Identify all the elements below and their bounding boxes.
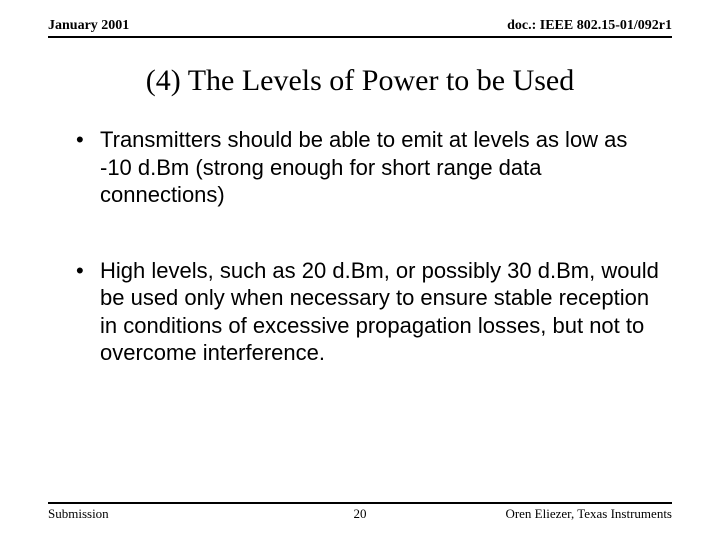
bullet-item: Transmitters should be able to emit at l… xyxy=(76,126,662,209)
bullet-item: High levels, such as 20 d.Bm, or possibl… xyxy=(76,257,662,367)
bullet-text-prefix: High levels, such as 20 d.Bm, or possibl… xyxy=(100,258,659,338)
bullet-text: Transmitters should be able to emit at l… xyxy=(100,127,627,207)
slide-page: January 2001 doc.: IEEE 802.15-01/092r1 … xyxy=(0,0,720,540)
footer-page-number: 20 xyxy=(48,506,672,522)
header-date: January 2001 xyxy=(48,18,129,34)
header-bar: January 2001 doc.: IEEE 802.15-01/092r1 xyxy=(48,18,672,38)
header-docref: doc.: IEEE 802.15-01/092r1 xyxy=(507,18,672,34)
slide-body: Transmitters should be able to emit at l… xyxy=(48,126,672,367)
slide-title: (4) The Levels of Power to be Used xyxy=(48,64,672,98)
footer-bar: Submission 20 Oren Eliezer, Texas Instru… xyxy=(48,502,672,522)
